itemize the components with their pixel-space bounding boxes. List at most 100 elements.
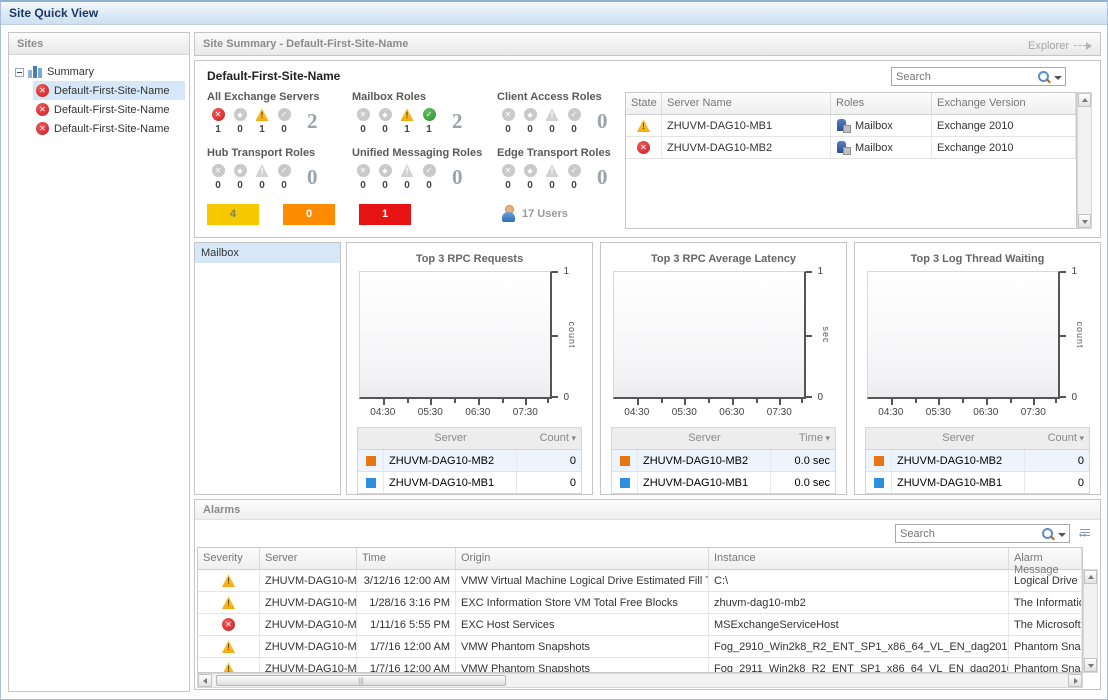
col-severity[interactable]: Severity [198,548,260,569]
cell-roles: Mailbox [831,137,932,158]
alarm-row-2[interactable]: ZHUVM-DAG10-MB2 1/28/16 3:16 PM EXC Info… [198,592,1082,614]
cell-time: 3/12/16 12:00 AM [357,570,456,591]
x-tick: 06:30 [973,407,999,418]
sites-panel-header: Sites [9,33,189,55]
col-state[interactable]: State [626,93,662,114]
alarms-horizontal-scrollbar[interactable] [197,673,1083,688]
role-groups: All Exchange Servers 1 0 1 0 2 Mailbox R… [207,91,622,191]
col-time[interactable]: Time [357,548,456,569]
search-options-caret-icon[interactable] [1051,70,1065,84]
legend-row[interactable]: ZHUVM-DAG10-MB2 0 [866,450,1089,472]
alarm-row-5[interactable]: ZHUVM-DAG10-MB2 1/7/16 12:00 AM VMW Phan… [198,658,1082,672]
col-instance[interactable]: Instance [709,548,1009,569]
col-server-name[interactable]: Server Name [662,93,831,114]
server-row-2[interactable]: ZHUVM-DAG10-MB2 Mailbox Exchange 2010 [626,137,1076,159]
search-icon[interactable] [1041,527,1055,541]
cell-instance: MSExchangeServiceHost [709,614,1009,635]
warning-count-badge[interactable]: 4 [207,204,259,225]
fatal-severity-icon [222,618,235,631]
col-server[interactable]: Server [942,432,975,444]
search-options-caret-icon[interactable] [1055,527,1069,541]
scroll-right-arrow[interactable] [1068,674,1082,687]
series-swatch [619,455,630,466]
site-summary-panel: Default-First-Site-Name All Exchange Ser… [194,60,1101,238]
tree-node-summary[interactable]: Summary [15,63,185,81]
tree-item-label: Default-First-Site-Name [54,122,170,135]
cell-server: ZHUVM-DAG10-MB2 [892,450,1025,471]
explorer-label: Explorer [1028,39,1069,52]
scroll-up-arrow[interactable] [1084,570,1097,584]
col-server[interactable]: Server [688,432,721,444]
fatal-state-icon [501,164,515,177]
warning-severity-icon [222,574,235,587]
alarm-row-4[interactable]: ZHUVM-DAG10-MB1 1/7/16 12:00 AM VMW Phan… [198,636,1082,658]
col-count[interactable]: Count [517,428,581,449]
alarm-row-1[interactable]: ZHUVM-DAG10-MB1 3/12/16 12:00 AM VMW Vir… [198,570,1082,592]
scroll-down-arrow[interactable] [1084,658,1097,672]
series-swatch [873,455,884,466]
fatal-state-icon [356,108,370,121]
alarms-search-input[interactable] [896,527,1041,540]
scroll-left-arrow[interactable] [198,674,212,687]
sidebar-item-site-3[interactable]: Default-First-Site-Name [33,119,185,138]
alarm-row-3[interactable]: ZHUVM-DAG10-MB2 1/11/16 5:55 PM EXC Host… [198,614,1082,636]
search-icon[interactable] [1037,70,1051,84]
critical-state-icon [378,164,392,177]
cell-alarm-message: Phantom Snapsh [1009,658,1082,672]
scroll-down-arrow[interactable] [1078,214,1091,228]
alarms-vertical-scrollbar[interactable] [1083,569,1098,673]
col-origin[interactable]: Origin [456,548,709,569]
tab-mailbox[interactable]: Mailbox [195,243,340,263]
fatal-state-icon [211,164,225,177]
servers-block: State Server Name Roles Exchange Version… [625,67,1092,229]
normal-state-icon [567,108,581,121]
x-tick: 05:30 [925,407,951,418]
x-tick: 04:30 [370,407,396,418]
normal-state-icon [277,108,291,121]
x-tick: 04:30 [624,407,650,418]
col-server[interactable]: Server [260,548,357,569]
y-tick-max: 1 [563,266,569,277]
cell-server: ZHUVM-DAG10-MB1 [260,636,357,657]
fatal-count-badge[interactable]: 1 [359,204,411,225]
cell-instance: zhuvm-dag10-mb2 [709,592,1009,613]
cell-alarm-message: Logical Drive Tim [1009,570,1082,591]
critical-count-badge[interactable]: 0 [283,204,335,225]
col-exchange-version[interactable]: Exchange Version [932,93,1076,114]
legend-row[interactable]: ZHUVM-DAG10-MB1 0 [358,472,581,493]
legend-row[interactable]: ZHUVM-DAG10-MB1 0 [866,472,1089,493]
col-server[interactable]: Server [434,432,467,444]
series-swatch [873,477,884,488]
explorer-arrow-icon [1074,41,1092,50]
col-alarm-message[interactable]: Alarm Message [1009,548,1082,576]
warning-severity-icon [222,640,235,653]
chart-plot-area: 1 0 sec 04:30 05:30 06:30 07:30 [613,266,831,418]
fatal-status-icon [637,141,650,154]
fatal-status-icon [36,122,49,135]
sidebar-item-site-2[interactable]: Default-First-Site-Name [33,100,185,119]
explorer-link[interactable]: Explorer [1028,36,1092,55]
col-count[interactable]: Count [1025,428,1089,449]
legend-row[interactable]: ZHUVM-DAG10-MB2 0 [358,450,581,472]
critical-state-icon [523,164,537,177]
col-roles[interactable]: Roles [831,93,932,114]
legend-row[interactable]: ZHUVM-DAG10-MB2 0.0 sec [612,450,835,472]
col-time[interactable]: Time [771,428,835,449]
servers-search [891,67,1066,86]
cell-exchange-version: Exchange 2010 [932,137,1076,158]
warning-state-icon [401,108,414,121]
role-group-hub-transport-roles: Hub Transport Roles 0 0 0 0 0 [207,147,352,191]
x-tick: 04:30 [878,407,904,418]
scroll-up-arrow[interactable] [1078,93,1091,107]
warning-state-icon [256,108,269,121]
collapse-icon[interactable] [15,67,24,77]
table-customizer-icon[interactable] [1078,528,1092,540]
servers-search-input[interactable] [892,70,1037,83]
server-row-1[interactable]: ZHUVM-DAG10-MB1 Mailbox Exchange 2010 [626,115,1076,137]
sidebar-item-site-1[interactable]: Default-First-Site-Name [33,81,185,100]
legend-row[interactable]: ZHUVM-DAG10-MB1 0.0 sec [612,472,835,493]
cell-alarm-message: Phantom Snapsh [1009,636,1082,657]
servers-table-scrollbar[interactable] [1077,92,1092,229]
chart-plot-area: 1 0 count 04:30 05:30 06:30 07:30 [359,266,577,418]
scrollbar-thumb[interactable] [216,675,506,686]
